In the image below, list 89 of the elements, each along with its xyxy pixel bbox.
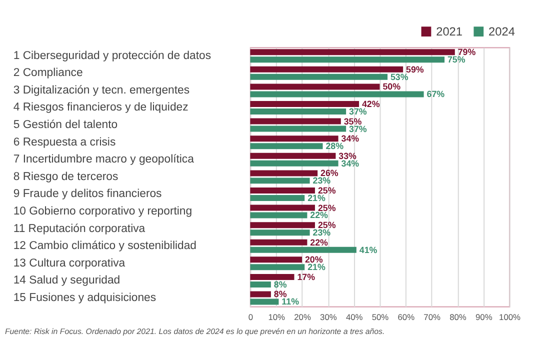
source-note: Fuente: Risk in Focus. Ordenado por 2021. Los datos de 2024 es lo que prevén en un horizonte a tres años. [4,327,385,336]
data-label: 23% [312,228,331,238]
bar [250,91,424,98]
x-tick-label: 10% [268,312,286,322]
data-label: 21% [308,262,326,272]
legend-label: 2024 [488,24,516,39]
y-tick-label: 5 Gestión del talento [13,119,118,132]
data-label: 28% [326,141,344,152]
bar [250,160,338,166]
bar [250,256,302,263]
bar [250,212,308,218]
bar [250,49,455,56]
bar [250,291,271,298]
y-tick-label: 8 Riesgo de terceros [13,170,118,183]
data-label: 75% [447,54,466,65]
data-label: 35% [344,116,362,126]
bar [250,239,308,246]
data-label: 37% [349,106,367,116]
data-label: 34% [341,158,360,168]
bar [250,143,323,150]
y-tick-label: 1 Ciberseguridad y protección de datos [13,50,212,62]
data-label: 59% [406,64,424,74]
bar [250,298,279,305]
bar [250,136,338,142]
data-label: 21% [308,192,326,203]
y-tick-label: 13 Cultura corporativa [13,257,126,270]
bar [250,170,318,176]
data-label: 25% [318,202,336,213]
data-label: 79% [458,47,476,58]
bar [250,264,305,270]
bar [250,118,341,124]
data-label: 67% [426,89,445,100]
bar [250,230,310,236]
x-tick-label: 100% [499,312,522,322]
data-label: 11% [282,296,300,307]
bar [250,204,315,211]
y-tick-label: 6 Respuesta a crisis [13,136,116,148]
data-label: 50% [382,82,401,92]
data-label: 25% [318,185,336,196]
data-label: 42% [362,98,380,109]
data-label: 22% [310,237,328,248]
x-tick-label: 80% [450,312,467,322]
data-label: 41% [359,244,378,255]
x-tick-label: 60% [398,312,416,322]
x-tick-label: 50% [372,312,390,322]
bar [250,56,445,63]
y-tick-label: 9 Fraude y delitos financieros [13,188,162,200]
data-label: 33% [338,150,357,161]
x-tick-label: 90% [475,312,493,322]
bar [250,222,315,228]
y-tick-label: 12 Cambio climático y sostenibilidad [13,240,196,252]
bar [250,101,360,108]
bar [250,194,305,201]
data-label: 8% [274,289,287,300]
y-tick-label: 3 Digitalización y tecn. emergentes [13,84,190,96]
y-tick-label: 10 Gobierno corporativo y reporting [13,206,192,218]
y-tick-label: 14 Salud y seguridad [13,274,120,287]
bar [250,66,404,72]
bar [250,281,271,288]
legend-label: 2021 [436,24,463,39]
bar [250,246,356,253]
y-tick-label: 7 Incertidumbre macro y geopolítica [13,154,195,166]
data-label: 22% [310,210,328,220]
data-label: 20% [304,254,323,265]
x-tick-label: 20% [294,312,312,322]
y-tick-label: 4 Riesgos financieros y de liquidez [13,102,189,114]
x-tick-label: 30% [320,312,338,322]
bar [250,108,346,114]
y-tick-label: 11 Reputación corporativa [13,222,146,235]
bar [250,178,310,184]
data-label: 23% [312,176,331,186]
data-label: 53% [390,72,408,82]
bar [250,274,294,280]
data-label: 37% [349,124,367,134]
bar [250,152,336,159]
y-tick-label: 15 Fusiones y adquisiciones [13,292,156,304]
data-label: 34% [341,134,360,144]
y-tick-label: 2 Compliance [13,67,83,80]
data-label: 8% [274,279,287,290]
data-label: 26% [320,168,338,178]
data-label: 25% [318,220,336,230]
x-tick-label: 0 [248,312,254,322]
bar [250,187,315,194]
bar [250,84,380,90]
x-tick-label: 40% [346,312,364,322]
bar [250,74,388,80]
x-tick-label: 70% [424,312,441,322]
bar [250,126,346,132]
data-label: 17% [297,272,316,282]
